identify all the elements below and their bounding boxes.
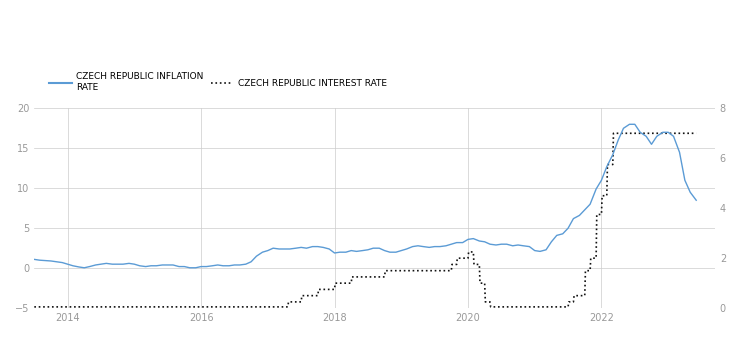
Legend: CZECH REPUBLIC INFLATION
RATE, CZECH REPUBLIC INTEREST RATE: CZECH REPUBLIC INFLATION RATE, CZECH REP…	[45, 69, 391, 95]
